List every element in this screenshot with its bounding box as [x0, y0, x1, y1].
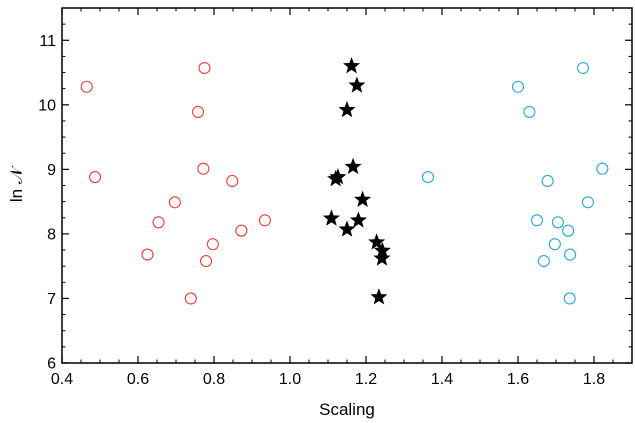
y-tick-label: 10: [38, 97, 56, 114]
circle-point-series-1: [197, 162, 210, 175]
star-point: [348, 76, 366, 93]
circle-point-series-3: [564, 248, 577, 261]
star-point: [338, 100, 356, 118]
x-tick-label: 1.4: [431, 371, 453, 388]
circle-point-series-3: [541, 174, 554, 188]
circle-point-series-3: [581, 196, 594, 209]
circle-point-series-3: [563, 292, 576, 305]
circle-point-series-3: [596, 162, 609, 175]
x-tick-label: 0.6: [127, 371, 149, 388]
circle-point-series-1: [80, 80, 93, 93]
circle-point-series-1: [191, 105, 205, 118]
circle-point-series-1: [152, 216, 165, 229]
plot-frame: [61, 7, 633, 364]
y-tick-label: 7: [47, 291, 56, 308]
circle-point-series-1: [226, 174, 239, 188]
star-point: [338, 220, 356, 237]
circle-point-series-1: [184, 292, 197, 305]
circle-point-series-3: [511, 80, 525, 93]
circle-point-series-3: [548, 238, 561, 251]
circle-point-series-1: [206, 238, 219, 251]
circle-point-series-3: [537, 254, 550, 268]
y-tick-label: 6: [47, 356, 56, 373]
points-layer: [80, 57, 609, 305]
star-point: [368, 233, 386, 250]
circle-point-series-1: [199, 254, 213, 268]
y-tick-label: 11: [39, 33, 56, 50]
circle-point-series-3: [530, 214, 544, 227]
circle-point-series-3: [523, 105, 536, 118]
x-tick-label: 0.4: [51, 371, 73, 388]
x-axis-label: Scaling: [319, 400, 375, 419]
circle-point-series-1: [168, 196, 181, 209]
star-point: [343, 57, 361, 74]
star-point: [373, 249, 391, 266]
y-tick-label: 8: [47, 226, 56, 243]
star-point: [322, 209, 340, 226]
x-tick-label: 1.2: [355, 371, 377, 388]
circle-point-series-1: [198, 61, 211, 75]
circle-point-series-3: [576, 61, 590, 75]
circle-point-series-3: [421, 171, 434, 184]
circle-point-series-1: [258, 214, 271, 227]
x-tick-label: 1.0: [279, 371, 301, 388]
star-point: [373, 241, 391, 258]
circle-point-series-3: [551, 216, 564, 229]
y-axis-label: ln 𝒩: [7, 165, 26, 202]
circle-point-series-1: [235, 224, 248, 237]
x-tick-label: 1.6: [507, 371, 529, 388]
x-tick-label: 1.8: [583, 371, 605, 388]
star-point: [354, 190, 372, 207]
y-tick-label: 9: [47, 162, 56, 179]
circle-point-series-3: [562, 224, 575, 237]
star-point: [344, 157, 362, 175]
circle-point-series-1: [141, 248, 154, 261]
star-point: [327, 170, 345, 187]
ticks-layer: 0.4 0.6 0.8 1.0 1.2 1.4 1.6 1.8 6 7 8 9 10 11: [38, 7, 633, 388]
star-point: [349, 211, 367, 228]
circle-point-series-1: [89, 171, 102, 184]
star-point: [370, 288, 388, 305]
x-tick-label: 0.8: [203, 371, 225, 388]
